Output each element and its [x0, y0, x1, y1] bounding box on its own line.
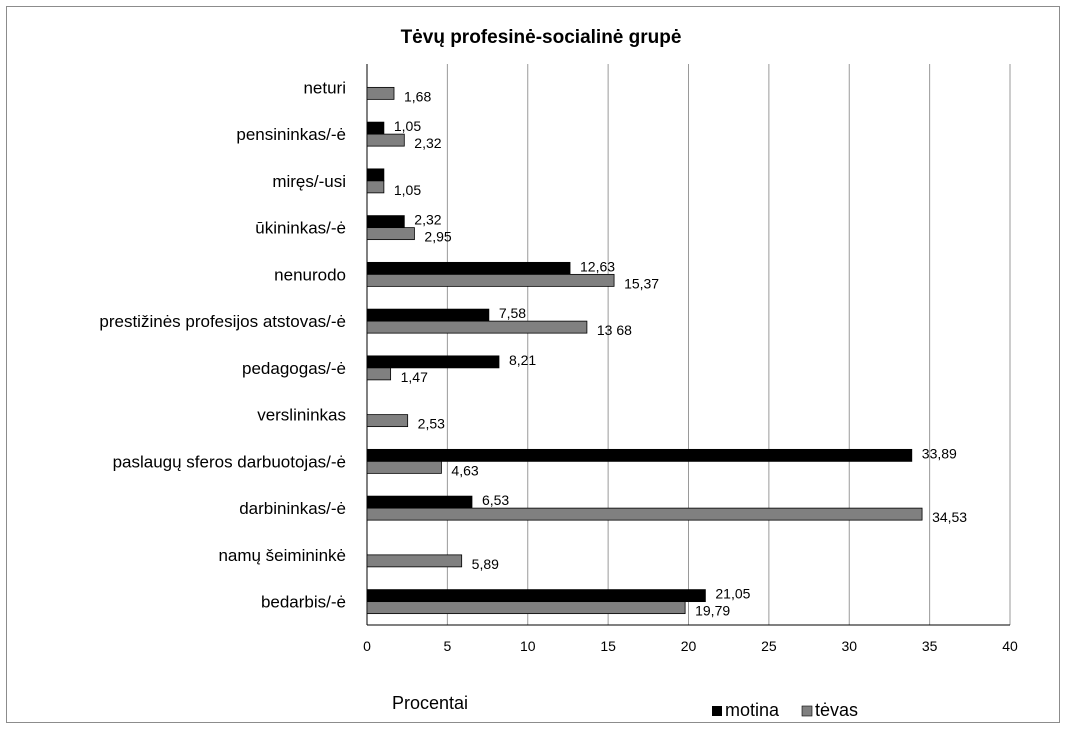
data-label: 6,53: [482, 492, 509, 508]
bar-motina: [366, 589, 706, 603]
x-tick-label: 30: [841, 638, 857, 654]
x-tick-label: 15: [600, 638, 616, 654]
legend: motina tėvas: [712, 700, 858, 720]
data-labels: 1,681,052,321,052,322,9512,6315,377,5813…: [394, 88, 967, 618]
bar-motina: [366, 121, 385, 135]
bar-tevas: [366, 133, 405, 147]
data-label: 33,89: [922, 445, 957, 461]
data-label: 15,37: [624, 275, 659, 291]
bar-tevas: [366, 554, 463, 568]
gridlines: [366, 64, 1011, 626]
x-axis-label: Procentai: [392, 693, 468, 713]
legend-label-tevas: tėvas: [815, 700, 858, 720]
category-label: darbininkas/-ė: [239, 499, 346, 518]
category-label: verslininkas: [257, 406, 346, 425]
bar-tevas: [366, 367, 392, 381]
bar-tevas: [366, 507, 923, 521]
x-tick-label: 40: [1002, 638, 1018, 654]
x-tick-label: 35: [922, 638, 938, 654]
legend-label-motina: motina: [725, 700, 780, 720]
data-label: 7,58: [499, 305, 526, 321]
category-label: paslaugų sferos darbuotojas/-ė: [113, 452, 346, 471]
data-label: 1,05: [394, 182, 421, 198]
bar-tevas: [366, 414, 409, 428]
category-label: namų šeimininkė: [218, 546, 346, 565]
x-tick-label: 20: [681, 638, 697, 654]
bar-tevas: [366, 227, 415, 241]
category-label: pensininkas/-ė: [236, 125, 346, 144]
data-label: 2,95: [424, 229, 451, 245]
category-label: ūkininkas/-ė: [255, 219, 346, 238]
category-labels: neturi pensininkas/-ė miręs/-usi ūkininkas/…: [99, 78, 346, 611]
bar-tevas: [366, 180, 385, 194]
data-label: 12,63: [580, 258, 615, 274]
data-label: 2,32: [414, 135, 441, 151]
category-label: miręs/-usi: [272, 172, 346, 191]
data-label: 5,89: [472, 556, 499, 572]
bar-tevas: [366, 601, 686, 615]
x-tick-label: 0: [363, 638, 371, 654]
data-label: 21,05: [715, 586, 750, 602]
x-tick-label: 25: [761, 638, 777, 654]
bar-motina: [366, 355, 500, 369]
bar-tevas: [366, 320, 588, 334]
category-label: nenurodo: [274, 265, 346, 284]
legend-swatch-tevas: [801, 705, 813, 717]
x-tick-label: 5: [443, 638, 451, 654]
data-label: 4,63: [451, 462, 478, 478]
category-label: prestižinės profesijos atstovas/-ė: [99, 312, 346, 331]
data-label: 8,21: [509, 352, 536, 368]
category-label: pedagogas/-ė: [242, 359, 346, 378]
bar-motina: [366, 308, 490, 322]
bar-motina: [366, 168, 385, 182]
data-label: 34,53: [932, 509, 967, 525]
data-label: 2,53: [418, 416, 445, 432]
data-label: 19,79: [695, 603, 730, 619]
bar-tevas: [366, 460, 442, 474]
bar-motina: [366, 448, 913, 462]
bar-motina: [366, 215, 405, 229]
data-label: 2,32: [414, 212, 441, 228]
chart-title: Tėvų profesinė-socialinė grupė: [401, 27, 682, 48]
data-label: 1,05: [394, 118, 421, 134]
x-tick-labels: 0 5 10 15 20 25 30 35 40: [363, 638, 1018, 654]
bars: [366, 86, 923, 615]
category-label: bedarbis/-ė: [261, 593, 346, 612]
data-label: 1,68: [404, 88, 431, 104]
bar-motina: [366, 261, 571, 275]
bar-tevas: [366, 86, 395, 100]
category-label: neturi: [303, 78, 346, 97]
data-label: 1,47: [401, 369, 428, 385]
x-tick-label: 10: [520, 638, 536, 654]
data-label: 13 68: [597, 322, 632, 338]
legend-swatch-motina: [712, 706, 722, 716]
bar-tevas: [366, 273, 615, 287]
bar-motina: [366, 495, 473, 509]
